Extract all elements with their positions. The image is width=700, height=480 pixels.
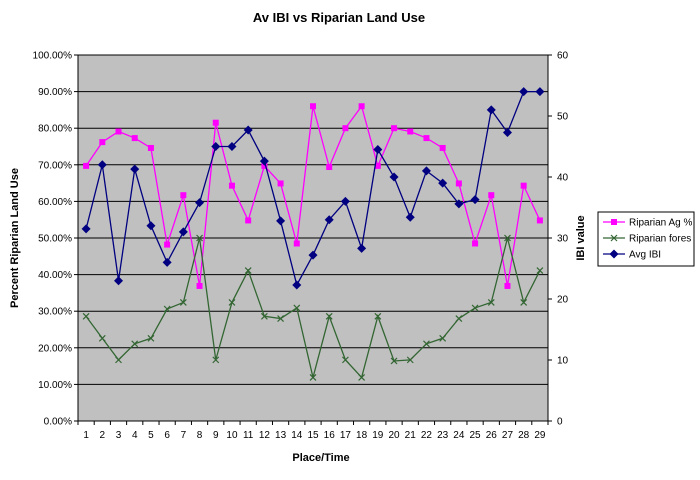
x-tick-label: 8 [197,430,203,441]
x-tick-label: 6 [164,430,170,441]
x-tick-label: 12 [259,430,271,441]
y-tick-label: 100.00% [33,51,73,62]
x-tick-label: 28 [518,430,530,441]
data-point-riparian-ag [229,183,235,189]
data-point-riparian-ag [116,128,122,134]
y2-tick-label: 10 [557,356,569,367]
data-point-riparian-ag [213,120,219,126]
x-tick-label: 20 [388,430,400,441]
chart-title: Av IBI vs Riparian Land Use [253,10,425,25]
y-tick-label: 0.00% [44,417,72,428]
y2-tick-label: 50 [557,112,569,123]
data-point-riparian-ag [391,125,397,131]
x-tick-label: 22 [421,430,433,441]
x-tick-label: 19 [372,430,384,441]
legend-label: Riparian fores [629,234,691,245]
y-tick-label: 10.00% [38,380,72,391]
x-tick-label: 7 [181,430,187,441]
data-point-riparian-ag [278,180,284,186]
y2-tick-label: 60 [557,51,569,62]
x-tick-label: 10 [226,430,238,441]
y-tick-label: 50.00% [38,234,72,245]
x-tick-label: 23 [437,430,449,441]
x-tick-label: 3 [116,430,122,441]
y-tick-label: 90.00% [38,87,72,98]
x-tick-label: 18 [356,430,368,441]
data-point-riparian-ag [148,145,154,151]
x-tick-label: 15 [307,430,319,441]
y2-tick-label: 30 [557,234,569,245]
data-point-riparian-ag [504,283,510,289]
data-point-riparian-ag [197,283,203,289]
y-tick-label: 80.00% [38,124,72,135]
y-tick-label: 60.00% [38,197,72,208]
x-tick-label: 4 [132,430,138,441]
x-tick-label: 13 [275,430,287,441]
data-point-riparian-ag [245,217,251,223]
data-point-riparian-ag [472,240,478,246]
x-tick-label: 2 [100,430,106,441]
data-point-riparian-ag [407,128,413,134]
y2-tick-label: 0 [557,417,563,428]
legend-label: Riparian Ag % [629,218,692,229]
x-tick-label: 16 [324,430,336,441]
data-point-riparian-ag [423,135,429,141]
x-axis-title: Place/Time [292,452,349,464]
legend-marker [611,219,617,225]
x-tick-label: 29 [534,430,546,441]
data-point-riparian-ag [488,192,494,198]
x-tick-label: 27 [502,430,514,441]
data-point-riparian-ag [164,242,170,248]
data-point-riparian-ag [342,125,348,131]
data-point-riparian-ag [359,103,365,109]
data-point-riparian-ag [310,103,316,109]
x-tick-label: 9 [213,430,219,441]
data-point-riparian-ag [132,135,138,141]
x-tick-label: 14 [291,430,303,441]
y-tick-label: 30.00% [38,307,72,318]
data-point-riparian-ag [83,163,89,169]
x-tick-label: 25 [470,430,482,441]
data-point-riparian-ag [521,183,527,189]
x-tick-label: 11 [243,430,254,441]
y-axis-title: Percent Riparian Land Use [9,168,21,308]
data-point-riparian-ag [180,192,186,198]
y2-axis-title: IBI value [575,215,587,260]
x-tick-label: 26 [486,430,498,441]
data-point-riparian-ag [456,180,462,186]
x-tick-label: 5 [148,430,154,441]
data-point-riparian-ag [99,139,105,145]
data-point-riparian-ag [294,240,300,246]
y-tick-label: 40.00% [38,270,72,281]
y-tick-label: 20.00% [38,343,72,354]
x-tick-label: 17 [340,430,352,441]
x-tick-label: 24 [453,430,465,441]
y2-tick-label: 20 [557,295,569,306]
data-point-riparian-ag [440,145,446,151]
legend: Riparian Ag % Riparian fores Avg IBI [598,212,694,266]
data-point-riparian-ag [326,164,332,170]
plot-area: 0.00% 10.00% 20.00% 30.00% 40.00% 50.00% 60.00… [33,51,569,442]
data-point-riparian-ag [537,217,543,223]
x-tick-label: 1 [83,430,89,441]
legend-label: Avg IBI [629,250,661,261]
x-tick-label: 21 [405,430,417,441]
y2-tick-label: 40 [557,173,569,184]
y-tick-label: 70.00% [38,160,72,171]
